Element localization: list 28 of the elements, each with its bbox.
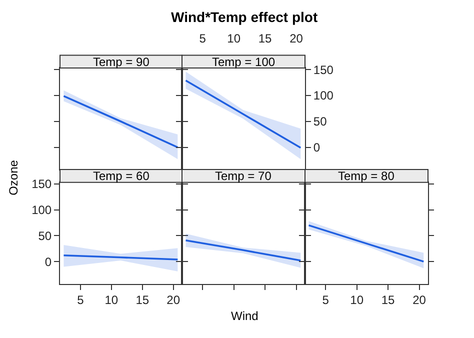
x-tick-label: 10 <box>104 293 118 308</box>
chart-subtitle: Temp = 90 <box>93 55 150 69</box>
x-tick-label: 20 <box>412 293 426 308</box>
x-tick-label: 10 <box>350 293 364 308</box>
y-tick-label: 100 <box>32 202 52 217</box>
y-tick-label: 150 <box>313 62 334 77</box>
y-tick-label: 150 <box>32 177 52 192</box>
x-axis-title: Wind <box>231 309 258 323</box>
chart-subtitle: Temp = 100 <box>212 55 276 69</box>
y-tick-label: 100 <box>313 88 334 103</box>
x-tick-label: 15 <box>136 293 150 308</box>
x-tick-label: 15 <box>258 31 272 46</box>
x-tick-label: 5 <box>77 293 84 308</box>
y-tick-label: 50 <box>313 114 328 129</box>
chart-subtitle: Temp = 70 <box>215 169 272 183</box>
chart-title: Wind*Temp effect plot <box>171 9 318 25</box>
x-tick-label: 20 <box>166 293 180 308</box>
x-tick-label: 5 <box>322 293 330 308</box>
x-tick-label: 15 <box>381 293 396 308</box>
x-tick-label: 10 <box>227 31 241 46</box>
y-tick-label: 0 <box>313 140 320 154</box>
y-tick-label: 0 <box>44 254 52 269</box>
chart-subtitle: Temp = 60 <box>93 169 150 183</box>
x-tick-label: 5 <box>199 31 206 46</box>
y-axis-title: Ozone <box>6 160 21 196</box>
chart-subtitle: Temp = 80 <box>338 169 395 183</box>
x-tick-label: 20 <box>290 31 304 46</box>
y-tick-label: 50 <box>38 228 52 243</box>
